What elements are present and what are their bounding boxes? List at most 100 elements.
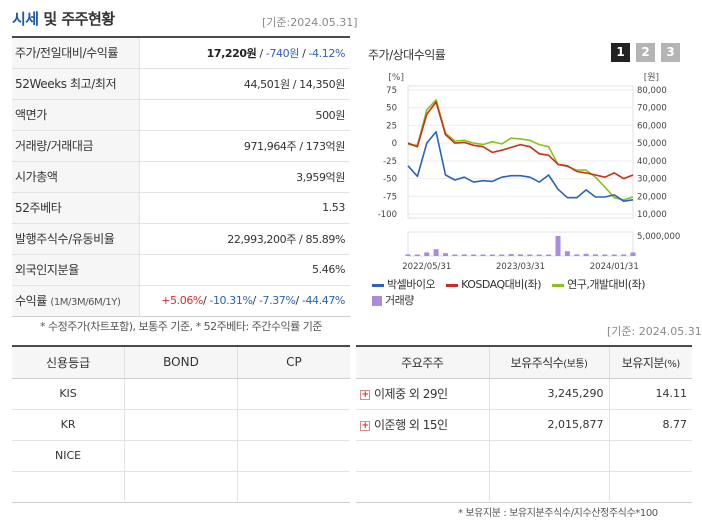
expand-plus-icon[interactable]: + (360, 420, 370, 431)
table-row: + 이제중 외 29인 3,245,290 14.11 (356, 378, 692, 410)
footnote-left: * 수정주가(차트포함), 보통주 기준, * 52주베타: 주간수익률 기준 (40, 320, 323, 333)
row-label: 수익률 (1M/3M/6M/1Y) (12, 285, 140, 316)
volume-area (407, 231, 634, 257)
holder-shares-cell (489, 471, 610, 502)
left-tick-label: 25 (386, 121, 397, 131)
row-value: 3,959억원 (139, 161, 350, 193)
row-value: 5.46% (139, 254, 350, 286)
quote-row-return: 수익률 (1M/3M/6M/1Y) +5.06%/ -10.31%/ -7.37… (12, 285, 350, 316)
volume-bar (433, 249, 439, 256)
right-tick-label: 70,000 (637, 104, 667, 114)
right-tick-label: 20,000 (637, 192, 667, 202)
row-label: 발행주식수/유동비율 (12, 223, 140, 255)
holder-ratio-cell: 8.77 (609, 409, 692, 441)
return-1y: -44.47% (301, 294, 346, 307)
footnote-right: * 보유지분 : 보유지분주식수/지수산정주식수*100 (458, 508, 658, 519)
row-value: 22,993,200주 / 85.89% (139, 223, 350, 255)
bond-cell (124, 440, 238, 472)
holder-shares-cell: 2,015,877 (489, 409, 610, 441)
holder-ratio-cell (609, 440, 692, 472)
legend-item-industry: 연구,개발대비(좌) (552, 277, 645, 293)
table-row (12, 471, 350, 502)
volume-bar (424, 252, 430, 256)
expand-plus-icon[interactable]: + (360, 389, 370, 400)
holder-name-cell: + 이제중 외 29인 (356, 378, 490, 410)
quote-row-price: 주가/전일대비/수익률 17,220원 / -740원 / -4.12% (12, 37, 350, 69)
volume-bar (499, 254, 505, 256)
col-holder-name: 주요주주 (356, 346, 490, 379)
chart-page-3-button[interactable]: 3 (661, 43, 680, 62)
row-label: 52주베타 (12, 192, 140, 224)
series-line-kosdaq (407, 101, 634, 180)
row-label: 52Weeks 최고/최저 (12, 68, 140, 100)
x-tick-label: 2022/05/31 (402, 262, 451, 272)
agency-cell: KIS (12, 378, 126, 410)
left-tick-label: 0 (392, 139, 397, 149)
right-tick-label: 60,000 (637, 121, 667, 131)
legend-item-kosdaq: KOSDAQ대비(좌) (446, 277, 542, 293)
title-rest: 및 주주현황 (43, 10, 115, 28)
left-tick-label: -50 (383, 175, 397, 185)
volume-bar (536, 254, 542, 256)
row-value: 971,964주 / 173억원 (139, 130, 350, 162)
volume-bar (602, 254, 608, 256)
cp-cell (237, 409, 350, 441)
volume-bar (489, 254, 495, 256)
chart-legend: 박셀바이오 KOSDAQ대비(좌) 연구,개발대비(좌) 거래량 (372, 277, 692, 309)
volume-bar (461, 254, 467, 256)
plot-area (407, 85, 634, 219)
table-row (356, 440, 692, 472)
volume-bar (593, 254, 598, 256)
cp-cell (237, 471, 350, 502)
agency-cell (12, 471, 126, 502)
bond-cell (124, 471, 238, 502)
reference-date-right: [기준: 2024.05.31] (607, 325, 702, 338)
quote-table: 주가/전일대비/수익률 17,220원 / -740원 / -4.12% 52W… (12, 36, 350, 317)
volume-bar (583, 253, 589, 256)
row-value: 1.53 (139, 192, 350, 224)
row-value: 17,220원 / -740원 / -4.12% (139, 37, 350, 69)
title-main: 시세 (12, 10, 39, 28)
chart-page-1-button[interactable]: 1 (611, 43, 630, 62)
legend-item-volume: 거래량 (372, 293, 414, 309)
chart-page-2-button[interactable]: 2 (636, 43, 655, 62)
volume-bar (452, 254, 458, 256)
legend-item-stock: 박셀바이오 (372, 277, 436, 293)
table-row: + 이준행 외 15인 2,015,877 8.77 (356, 409, 692, 441)
left-tick-label: -100 (378, 210, 397, 220)
row-label: 주가/전일대비/수익률 (12, 37, 140, 69)
col-holder-shares: 보유주식수(보통) (489, 346, 610, 379)
row-label: 외국인지분율 (12, 254, 140, 286)
row-value: 500원 (139, 99, 350, 131)
holder-name-cell: + 이준행 외 15인 (356, 409, 490, 441)
table-row (356, 471, 692, 502)
quote-row-volume: 거래량/거래대금 971,964주 / 173억원 (12, 130, 350, 162)
volume-bar (630, 252, 636, 256)
section-title: 시세 및 주주현황 (12, 8, 115, 29)
volume-bar (574, 254, 580, 256)
volume-bar (508, 254, 514, 256)
right-tick-label: 80,000 (637, 86, 667, 96)
return-6m: -7.37% (258, 294, 296, 307)
table-row: KR (12, 409, 350, 441)
row-value: +5.06%/ -10.31%/ -7.37%/ -44.47% (161, 294, 346, 307)
return-3m: -10.31% (209, 294, 253, 307)
row-label: 거래량/거래대금 (12, 130, 140, 162)
current-price: 17,220원 (206, 46, 257, 60)
credit-rating-table: 신용등급 BOND CP KIS KR NICE (12, 345, 350, 503)
agency-cell: NICE (12, 440, 126, 472)
row-label: 액면가 (12, 99, 140, 131)
holder-header-row: 주요주주 보유주식수(보통) 보유지분(%) (356, 346, 692, 379)
table-row: NICE (12, 440, 350, 472)
shareholder-table: 주요주주 보유주식수(보통) 보유지분(%) + 이제중 외 29인 3,245,… (356, 345, 692, 503)
volume-bar (414, 254, 420, 256)
cp-cell (237, 440, 350, 472)
left-tick-label: -25 (383, 157, 397, 167)
volume-tick-label: 5,000,000 (637, 232, 680, 242)
left-tick-label: 75 (386, 86, 397, 96)
right-tick-label: 40,000 (637, 157, 667, 167)
volume-bar (443, 253, 448, 256)
price-chart: [%] [원] 75 50 25 0 -25 -50 -75 -100 80,000 70,000 60… (378, 72, 681, 272)
price-change: -740원 (265, 46, 299, 60)
bond-cell (124, 409, 238, 441)
